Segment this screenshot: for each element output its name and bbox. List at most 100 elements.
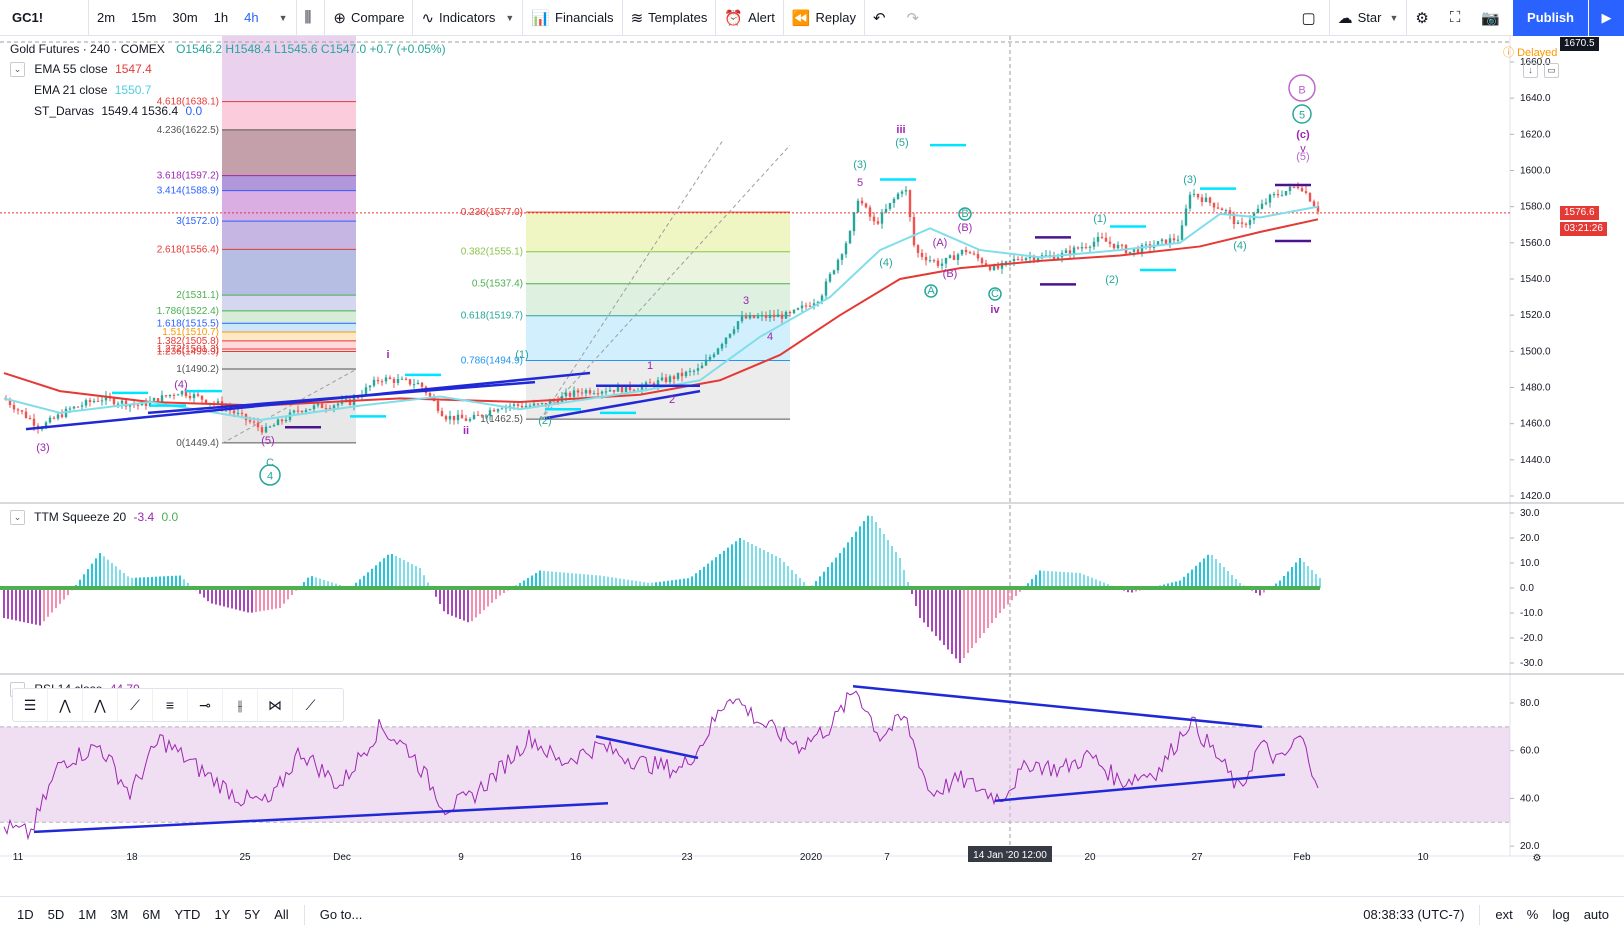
candle-body [1308,192,1312,202]
candle-body [600,391,604,394]
chart-canvas[interactable]: 1660.01640.01620.01600.01580.01560.01540… [0,36,1624,896]
interval-dropdown[interactable]: ▼ [267,0,296,36]
range-6m[interactable]: 6M [142,907,161,922]
candle-body [936,260,940,266]
log-toggle[interactable]: log [1552,907,1570,922]
candle-body [1024,258,1028,261]
templates-icon: ≋ [630,9,644,27]
wave-label: (1) [1093,213,1106,225]
candle-body [1076,247,1080,249]
candle-body [104,396,108,401]
play-button[interactable]: ▶ [1588,0,1624,36]
wave-label: B [961,208,968,220]
delayed-badge[interactable]: ⓘ Delayed [1503,44,1557,60]
indicators-button[interactable]: ∿ Indicators ▼ [413,0,522,36]
percent-toggle[interactable]: % [1526,907,1539,922]
publish-button[interactable]: Publish [1513,0,1588,36]
fib-level-label: 4.618(1638.1) [157,97,219,108]
symbol-search[interactable]: GC1! [12,10,44,25]
arrow-down-icon[interactable]: ↓ [1523,63,1538,79]
candle-body [888,203,892,209]
xabcd-tool-icon[interactable]: ⋈ [258,689,293,721]
fib-band [222,348,356,352]
interval-4h[interactable]: 4h [244,10,259,25]
wave-circle [1292,104,1312,124]
replay-button[interactable]: ⏪ Replay [784,0,864,36]
candle-body [996,265,1000,269]
candle-body [312,405,316,409]
path-tool-icon[interactable]: ⟋ [118,689,153,721]
horizontal-lines-tool-icon[interactable]: ☰ [13,689,48,721]
collapse-icon[interactable]: ⌄ [10,510,25,526]
range-all[interactable]: All [274,907,289,922]
divider [295,0,297,36]
candle-body [48,417,52,423]
redo-button[interactable]: ↷ [899,0,933,36]
snapshot-button[interactable]: 📷 [1473,0,1513,36]
goto-button[interactable]: Go to... [319,907,363,922]
abc-pattern-tool-icon[interactable]: ⋀ [48,689,83,721]
position-tool-icon[interactable]: ⫲ [223,689,258,721]
compare-button[interactable]: ⊕ Compare [325,0,412,36]
candle-body [976,254,980,259]
candle-body [872,216,876,222]
range-5d[interactable]: 5D [47,907,65,922]
rsi-tick-label: 80.0 [1520,698,1540,709]
alert-button[interactable]: ⏰ Alert [716,0,782,36]
candle-body [68,408,72,410]
candle-body [700,365,704,369]
candle-body [100,400,104,402]
divider [782,0,784,36]
candle-body [816,301,820,304]
chart-area[interactable]: 1660.0 1640.0 1620.0 1600.0 1580.0 1560.0 1540… [0,36,1624,896]
range-5y[interactable]: 5Y [244,907,261,922]
collapse-icon[interactable]: ⌄ [10,62,25,78]
ema55-legend[interactable]: ⌄ EMA 55 close 1547.4 [10,62,152,78]
rsi-tick-label: 60.0 [1520,746,1540,757]
candle-body [232,410,236,414]
elliott-wave-tool-icon[interactable]: ⋀ [83,689,118,721]
horizontal-ray-tool-icon[interactable]: ⊸ [188,689,223,721]
darvas-name: ST_Darvas [34,104,95,118]
range-1m[interactable]: 1M [78,907,97,922]
range-ytd[interactable]: YTD [174,907,201,922]
fullscreen-button[interactable]: ⛶ [1442,0,1474,36]
range-3m[interactable]: 3M [110,907,129,922]
rsi-band [0,726,1510,823]
clock[interactable]: 08:38:33 (UTC-7) [1363,907,1465,922]
undo-button[interactable]: ↶ [865,0,899,36]
layout-name: Star [1357,10,1382,25]
interval-15m[interactable]: 15m [131,10,157,25]
trend-line-tool-icon[interactable]: ⟋ [305,696,316,713]
settings-button[interactable]: ⚙ [1407,0,1441,36]
fib-tool-icon[interactable]: ≡ [153,689,188,721]
fib-level-label: 1.236(1499.9) [157,347,219,358]
ema21-legend[interactable]: EMA 21 close 1550.7 [34,83,151,97]
interval-1h[interactable]: 1h [213,10,229,25]
divider [522,0,524,36]
templates-button[interactable]: ≋ Templates [623,0,716,36]
candle-body [1000,262,1004,269]
candle-body [1044,255,1048,257]
ttm-legend[interactable]: ⌄ TTM Squeeze 20 -3.4 0.0 [10,510,178,526]
candle-body [1028,256,1032,259]
interval-2m[interactable]: 2m [97,10,116,25]
fullscreen-select-button[interactable]: ▢ [1293,0,1328,36]
candle-body [988,265,992,271]
candle-body [692,370,696,372]
chart-type-button[interactable]: ⫼ [297,0,325,36]
candle-body [644,382,648,387]
auto-toggle[interactable]: auto [1583,907,1609,922]
financials-button[interactable]: 📊 Financials [523,0,621,36]
price-tick-label: 1640.0 [1520,93,1551,104]
candle-body [164,395,168,397]
maximize-icon[interactable]: ▭ [1544,63,1559,79]
range-1d[interactable]: 1D [17,907,34,922]
fib-band [526,315,790,361]
darvas-legend[interactable]: ST_Darvas 1549.4 1536.4 0.0 [34,104,202,118]
layout-button[interactable]: ☁ Star ▼ [1330,0,1407,36]
range-1y[interactable]: 1Y [214,907,231,922]
interval-30m[interactable]: 30m [172,10,198,25]
trend-line [147,380,536,415]
ext-toggle[interactable]: ext [1495,907,1513,922]
